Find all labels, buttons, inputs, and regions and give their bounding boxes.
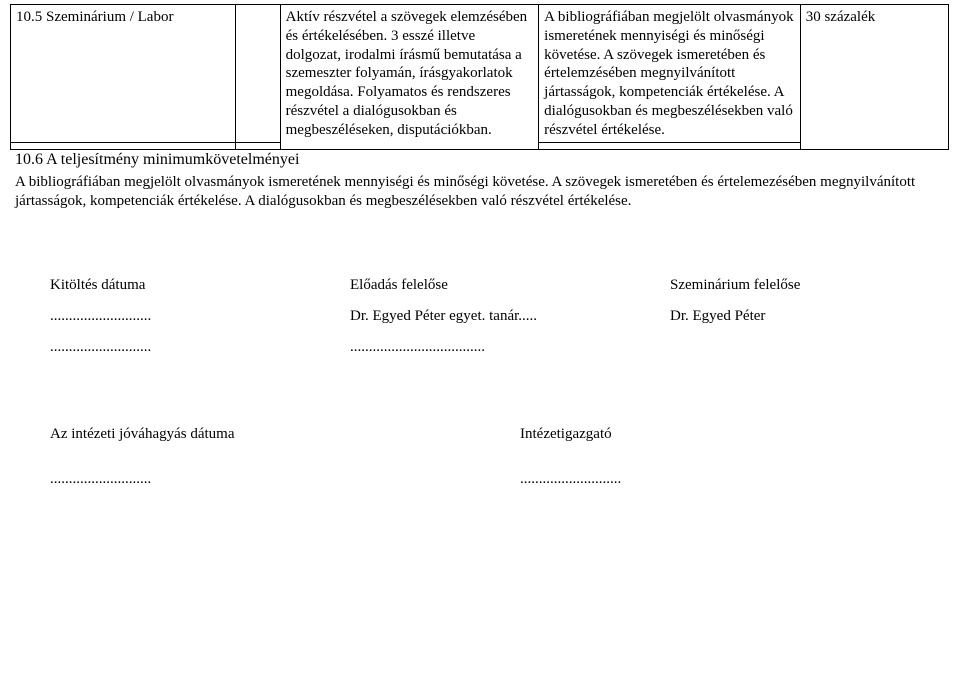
director-label: Intézetigazgató	[520, 426, 909, 443]
lecture-responsible-name: Dr. Egyed Péter egyet. tanár.....	[350, 308, 670, 325]
fill-date-dots-2: ...........................	[50, 339, 350, 356]
signature-row-2: Az intézeti jóváhagyás dátuma ..........…	[10, 426, 949, 488]
lecture-responsible-label: Előadás felelőse	[350, 277, 670, 294]
row-label-cell: 10.5 Szeminárium / Labor	[11, 5, 236, 143]
criteria-cell: A bibliográfiában megjelölt olvasmányok …	[539, 5, 801, 143]
fill-date-dots: ...........................	[50, 308, 350, 325]
section-106-body: A bibliográfiában megjelölt olvasmányok …	[10, 173, 949, 217]
empty-cell-1a	[235, 5, 280, 143]
activity-cell: Aktív részvétel a szövegek elemzésében é…	[280, 5, 539, 150]
seminar-responsible-label: Szeminárium felelőse	[670, 277, 909, 294]
approval-date-dots: ...........................	[50, 471, 520, 488]
weight-cell: 30 százalék	[800, 5, 948, 150]
approval-date-label: Az intézeti jóváhagyás dátuma	[50, 426, 520, 443]
row-label: 10.5 Szeminárium / Labor	[16, 9, 173, 25]
lecture-responsible-dots: ....................................	[350, 339, 670, 356]
seminar-responsible-name: Dr. Egyed Péter	[670, 308, 909, 325]
evaluation-table: 10.5 Szeminárium / Labor Aktív részvétel…	[10, 4, 949, 150]
section-106-title: 10.6 A teljesítmény minimumkövetelményei	[10, 149, 949, 173]
weight-text: 30 százalék	[806, 9, 876, 25]
signature-row-1: Kitöltés dátuma ........................…	[10, 277, 949, 356]
activity-text: Aktív részvétel a szövegek elemzésében é…	[286, 9, 528, 138]
fill-date-label: Kitöltés dátuma	[50, 277, 350, 294]
director-dots: ...........................	[520, 471, 909, 488]
criteria-text: A bibliográfiában megjelölt olvasmányok …	[544, 9, 794, 138]
